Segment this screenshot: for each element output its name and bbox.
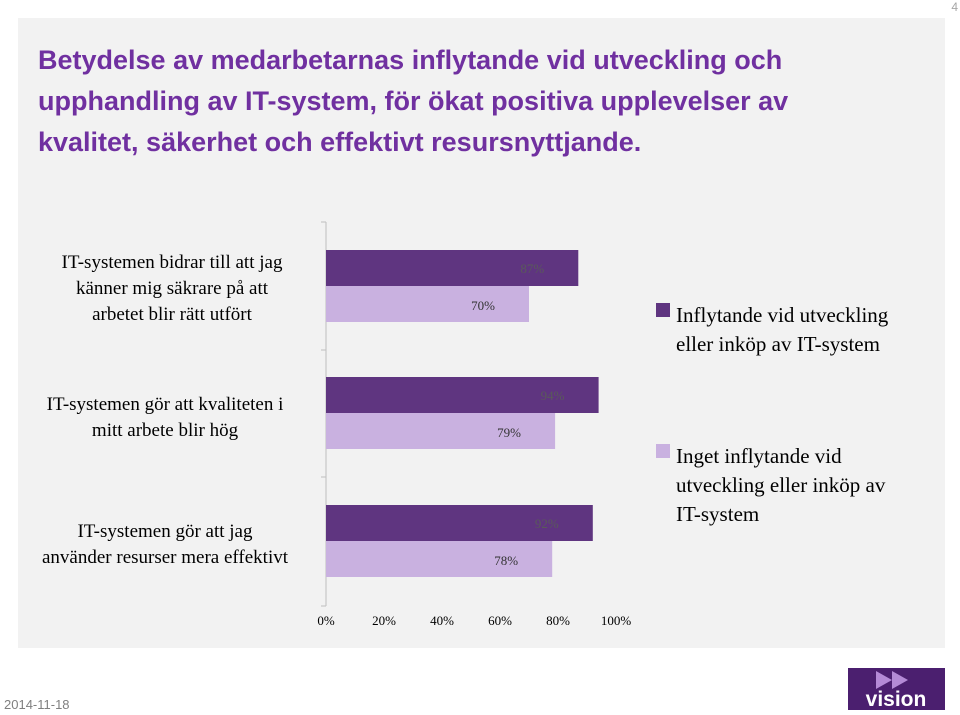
data-label: 94% [541, 388, 565, 403]
category-label: mitt arbete blir hög [92, 420, 239, 441]
legend-swatch [656, 303, 670, 317]
x-tick-label: 60% [488, 613, 512, 628]
data-label: 92% [535, 516, 559, 531]
legend-label: IT-system [676, 502, 759, 526]
legend-label: eller inköp av IT-system [676, 332, 880, 356]
category-label: känner mig säkrare på att [76, 278, 269, 299]
bar [326, 541, 553, 577]
x-tick-label: 100% [601, 613, 632, 628]
logo-wordmark: vision [866, 688, 927, 710]
x-tick-label: 0% [317, 613, 335, 628]
x-tick-label: 20% [372, 613, 396, 628]
bar [326, 286, 529, 322]
data-label: 79% [497, 425, 521, 440]
legend-label: Inflytande vid utveckling [676, 303, 889, 327]
category-label: IT-systemen gör att jag [77, 521, 253, 542]
legend-swatch [656, 444, 670, 458]
data-label: 70% [471, 298, 495, 313]
vision-logo: vision [848, 668, 945, 710]
title-line: Betydelse av medarbetarnas inflytande vi… [38, 45, 783, 75]
slide-title: Betydelse av medarbetarnas inflytande vi… [38, 40, 868, 163]
slide-number: 4 [951, 0, 958, 14]
x-tick-label: 80% [546, 613, 570, 628]
title-line: upphandling av IT-system, för ökat posit… [38, 86, 789, 116]
bar [326, 505, 593, 541]
legend-label: utveckling eller inköp av [676, 473, 886, 497]
data-label: 78% [494, 553, 518, 568]
date-label: 2014-11-18 [4, 697, 70, 712]
category-label: arbetet blir rätt utfört [92, 304, 253, 325]
logo-arrow-1 [876, 671, 892, 689]
data-label: 87% [520, 261, 544, 276]
category-label: använder resurser mera effektivt [42, 547, 289, 568]
x-tick-label: 40% [430, 613, 454, 628]
logo-arrow-2 [892, 671, 908, 689]
bar [326, 413, 556, 449]
bar [326, 377, 599, 413]
category-label: IT-systemen gör att kvaliteten i [47, 394, 284, 415]
category-label: IT-systemen bidrar till att jag [62, 252, 283, 273]
legend-label: Inget inflytande vid [676, 444, 842, 468]
title-line: kvalitet, säkerhet och effektivt resursn… [38, 127, 642, 157]
bar [326, 250, 579, 286]
